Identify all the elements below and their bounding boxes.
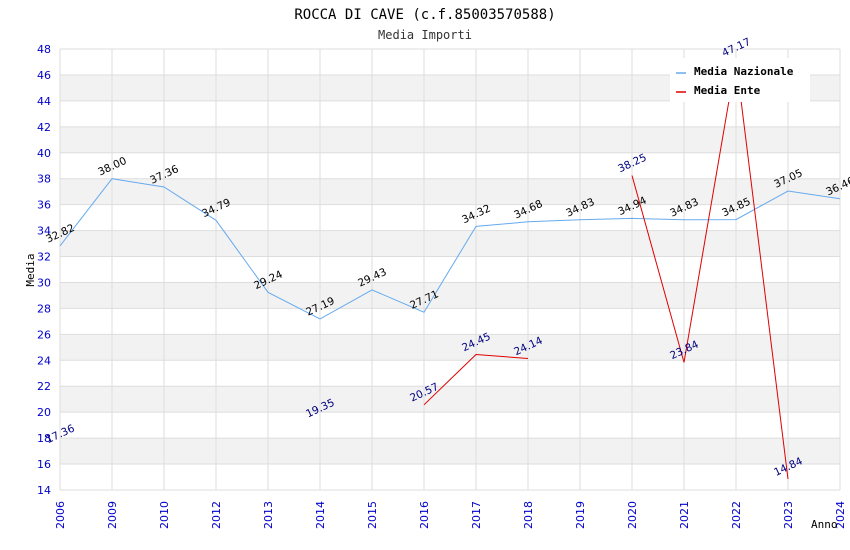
y-tick-label: 16 <box>37 458 51 471</box>
x-tick-label: 2006 <box>54 501 67 529</box>
y-tick-label: 30 <box>37 276 51 289</box>
y-tick-label: 28 <box>37 302 51 315</box>
series-line-ente <box>423 353 529 406</box>
x-tick-label: 2010 <box>158 501 171 529</box>
legend: Media Nazionale Media Ente <box>670 58 810 102</box>
chart-title: ROCCA DI CAVE (c.f.85003570588) <box>294 7 555 23</box>
grid-band <box>60 438 840 465</box>
x-tick-label: 2018 <box>522 501 535 529</box>
y-tick-label: 20 <box>37 406 51 419</box>
x-tick-label: 2024 <box>834 501 847 529</box>
y-tick-label: 42 <box>37 121 51 134</box>
y-tick-label: 26 <box>37 328 51 341</box>
x-tick-label: 2012 <box>210 501 223 529</box>
y-tick-label: 38 <box>37 173 51 186</box>
grid-bands <box>59 48 841 491</box>
x-tick-label: 2016 <box>418 501 431 529</box>
series-line-nazionale <box>59 178 841 320</box>
grid-band <box>60 178 840 205</box>
y-tick-label: 32 <box>37 251 51 264</box>
y-tick-label: 14 <box>37 484 51 497</box>
y-tick-label: 34 <box>37 225 51 238</box>
y-tick-label: 18 <box>37 432 51 445</box>
x-tick-label: 2021 <box>678 501 691 529</box>
y-tick-label: 48 <box>37 43 51 56</box>
legend-label-ente: Media Ente <box>694 84 761 97</box>
y-tick-label: 46 <box>37 69 51 82</box>
x-tick-label: 2013 <box>262 501 275 529</box>
x-tick-label: 2019 <box>574 501 587 529</box>
y-tick-label: 24 <box>37 354 51 367</box>
grid-band <box>60 126 840 153</box>
y-axis-ticks: 14 16 18 20 22 24 26 28 30 32 34 36 38 40 42 44 46 48 <box>37 43 51 497</box>
x-tick-label: 2020 <box>626 501 639 529</box>
x-axis-label: Anno <box>811 518 838 531</box>
x-tick-label: 2023 <box>782 501 795 529</box>
y-tick-label: 36 <box>37 199 51 212</box>
grid-band <box>60 282 840 309</box>
grid-band <box>60 386 840 413</box>
x-tick-label: 2017 <box>470 501 483 529</box>
y-tick-label: 40 <box>37 147 51 160</box>
legend-box <box>670 58 810 102</box>
series-line-ente <box>631 59 789 480</box>
y-tick-label: 44 <box>37 95 51 108</box>
y-tick-label: 22 <box>37 380 51 393</box>
x-tick-label: 2022 <box>730 501 743 529</box>
y-axis-label: Media <box>24 253 37 286</box>
chart-subtitle: Media Importi <box>378 28 472 42</box>
grid-band <box>60 230 840 257</box>
x-tick-label: 2014 <box>314 501 327 529</box>
legend-label-nazionale: Media Nazionale <box>694 65 794 78</box>
x-tick-label: 2009 <box>106 501 119 529</box>
x-axis-ticks: 2006 2009 2010 2012 2013 2014 2015 2016 2017 2018… <box>54 501 847 529</box>
x-tick-label: 2015 <box>366 501 379 529</box>
grid-band <box>60 334 840 361</box>
